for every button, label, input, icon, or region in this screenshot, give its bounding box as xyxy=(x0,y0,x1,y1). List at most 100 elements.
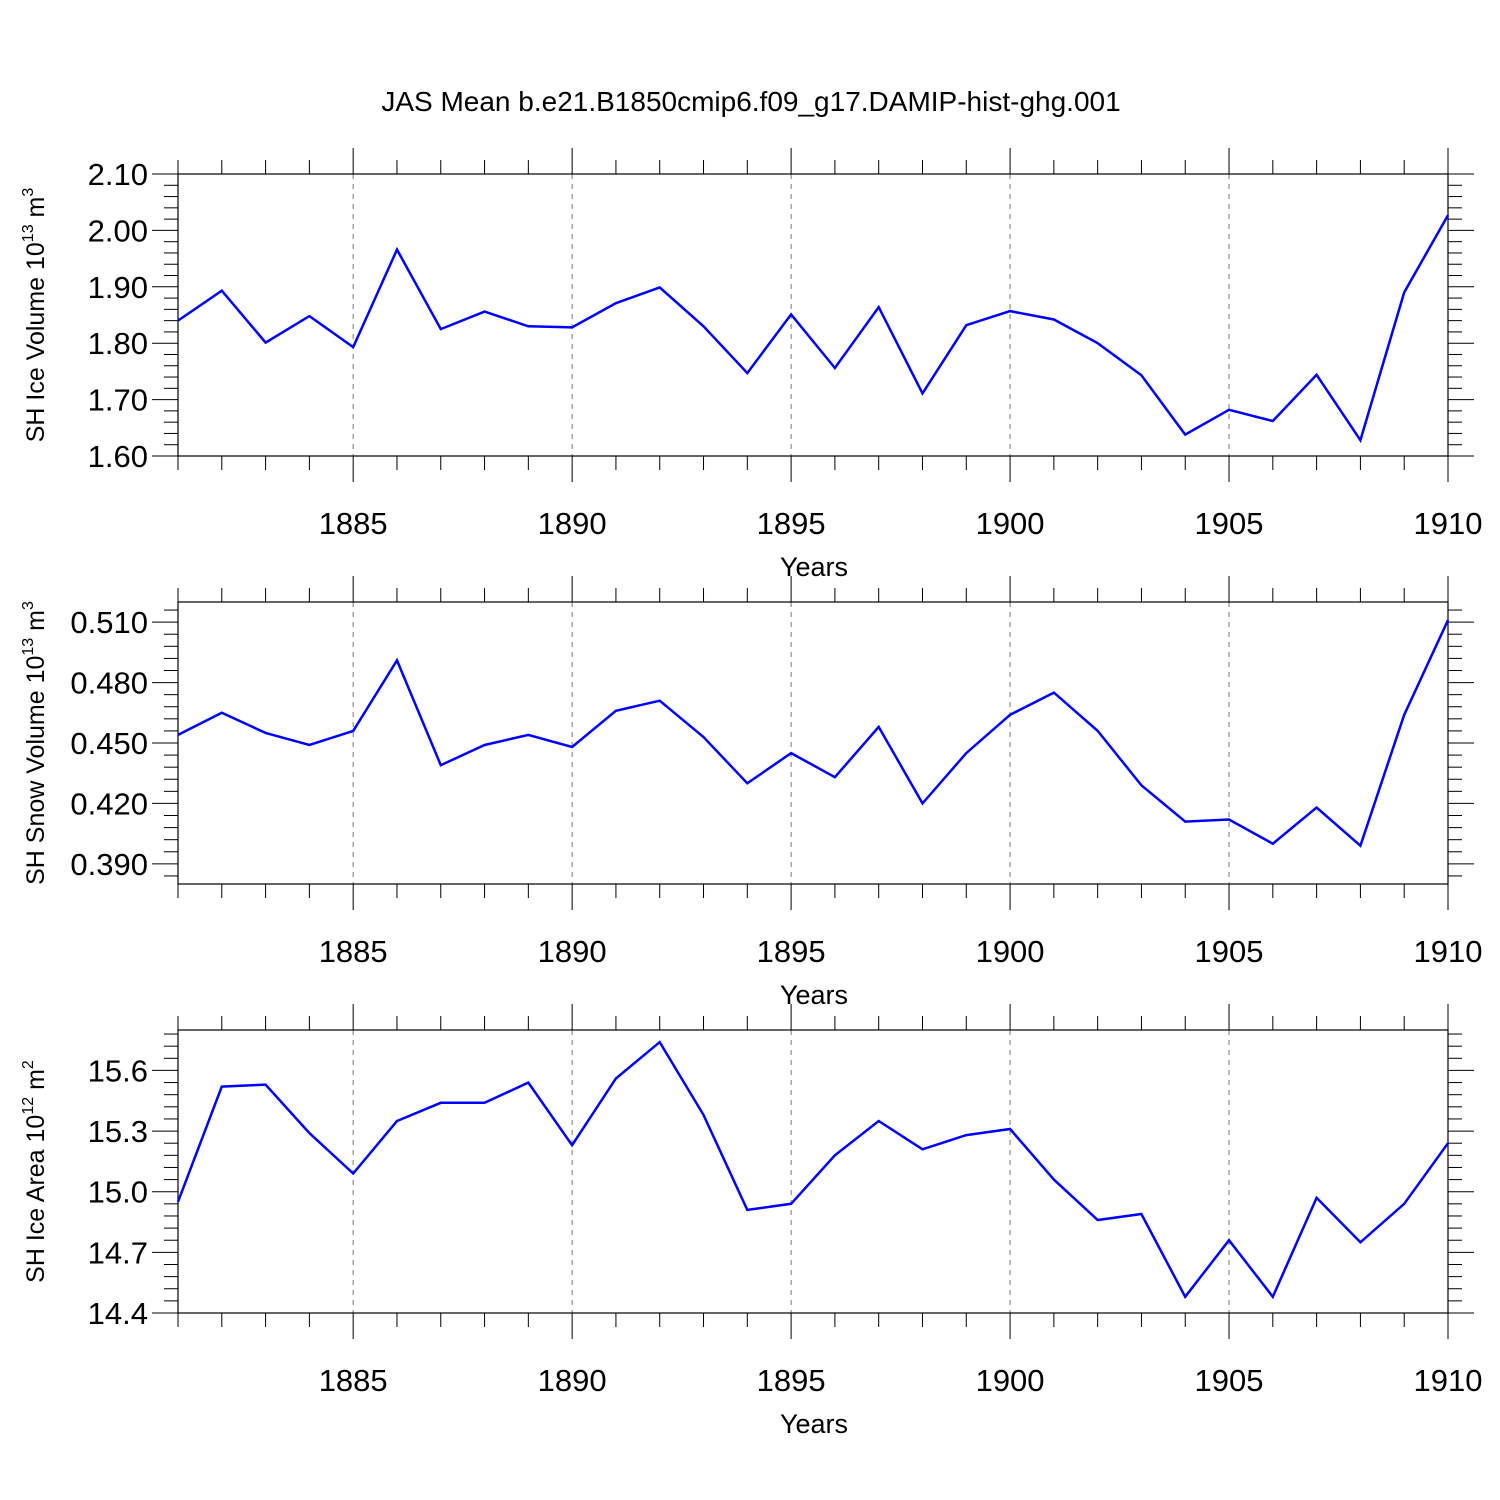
x-tick-label: 1890 xyxy=(538,506,607,541)
y-tick-label: 15.0 xyxy=(88,1175,148,1210)
y-tick-label: 14.4 xyxy=(88,1296,148,1331)
y-tick-label: 0.510 xyxy=(70,605,148,640)
data-point xyxy=(1008,309,1012,313)
data-point xyxy=(1358,844,1362,848)
data-point xyxy=(526,1081,530,1085)
data-point xyxy=(264,731,268,735)
x-tick-label: 1910 xyxy=(1414,1363,1483,1398)
y-tick-label: 14.7 xyxy=(88,1235,148,1270)
data-point xyxy=(920,801,924,805)
y-tick-label: 1.90 xyxy=(88,270,148,305)
series-line xyxy=(177,214,1450,444)
y-axis-label-unit-exponent: 2 xyxy=(20,1060,37,1069)
data-point xyxy=(570,325,574,329)
data-point xyxy=(1096,1218,1100,1222)
data-point xyxy=(176,319,180,323)
y-tick-label: 15.6 xyxy=(88,1053,148,1088)
figure-title: JAS Mean b.e21.B1850cmip6.f09_g17.DAMIP-… xyxy=(381,86,1120,117)
data-point xyxy=(833,775,837,779)
data-point xyxy=(526,733,530,737)
plot-frame xyxy=(177,1029,1449,1314)
data-point xyxy=(570,1143,574,1147)
data-point xyxy=(658,285,662,289)
data-point xyxy=(1139,783,1143,787)
data-point xyxy=(1052,1178,1056,1182)
data-point xyxy=(702,735,706,739)
x-tick-label: 1905 xyxy=(1195,934,1264,969)
x-tick-label: 1890 xyxy=(538,1363,607,1398)
data-point xyxy=(1358,438,1362,442)
data-point xyxy=(307,743,311,747)
x-axis-label: Years xyxy=(780,980,848,1010)
y-axis-label-text: SH Ice Volume 10 xyxy=(22,242,50,442)
data-point xyxy=(220,289,224,293)
x-tick-label: 1895 xyxy=(757,934,826,969)
data-point xyxy=(1227,1238,1231,1242)
chart-panel-3: 1885 1890 1895 1900 1905 1910 14.4 14.7 15.0 15.3… xyxy=(20,1004,1482,1439)
x-tick-label: 1890 xyxy=(538,934,607,969)
data-point xyxy=(614,301,618,305)
data-point xyxy=(395,248,399,252)
data-point xyxy=(1402,290,1406,294)
plot-frame xyxy=(177,173,1449,457)
data-point xyxy=(964,1133,968,1137)
y-axis-label-text: SH Snow Volume 10 xyxy=(22,656,50,885)
data-point xyxy=(220,1085,224,1089)
data-point xyxy=(1008,1127,1012,1131)
data-point xyxy=(351,345,355,349)
data-point xyxy=(745,371,749,375)
y-tick-label: 2.10 xyxy=(88,157,148,192)
y-tick-label: 2.00 xyxy=(88,213,148,248)
data-point xyxy=(745,781,749,785)
y-axis-label-unit: m xyxy=(22,1069,50,1097)
y-tick-label: 0.420 xyxy=(70,786,148,821)
plot-frame xyxy=(177,601,1449,885)
data-point xyxy=(1139,373,1143,377)
data-point xyxy=(439,763,443,767)
data-point xyxy=(877,1119,881,1123)
data-point xyxy=(877,725,881,729)
data-point xyxy=(1183,1295,1187,1299)
y-axis-label-text: SH Ice Area 10 xyxy=(22,1115,50,1283)
data-point xyxy=(483,743,487,747)
data-point xyxy=(439,1101,443,1105)
data-point xyxy=(614,709,618,713)
x-tick-label: 1905 xyxy=(1195,1363,1264,1398)
data-point xyxy=(789,1202,793,1206)
data-point xyxy=(1315,373,1319,377)
y-tick-label: 0.390 xyxy=(70,847,148,882)
data-point xyxy=(307,1131,311,1135)
y-tick-label: 1.70 xyxy=(88,383,148,418)
data-point xyxy=(833,1153,837,1157)
data-point xyxy=(614,1077,618,1081)
data-point xyxy=(877,305,881,309)
y-tick-label: 0.450 xyxy=(70,726,148,761)
data-point xyxy=(351,1172,355,1176)
data-point xyxy=(1402,713,1406,717)
data-point xyxy=(702,324,706,328)
y-tick-label: 15.3 xyxy=(88,1114,148,1149)
data-point xyxy=(789,751,793,755)
x-axis-label: Years xyxy=(780,1409,848,1439)
data-point xyxy=(1271,1295,1275,1299)
data-point xyxy=(702,1113,706,1117)
y-tick-label: 1.60 xyxy=(88,439,148,474)
data-point xyxy=(1008,713,1012,717)
data-point xyxy=(789,312,793,316)
data-point xyxy=(1315,1196,1319,1200)
data-point xyxy=(1096,341,1100,345)
y-axis-label: SH Ice Area 1012 m2 xyxy=(20,1060,50,1283)
x-tick-label: 1895 xyxy=(757,506,826,541)
x-tick-label: 1885 xyxy=(319,1363,388,1398)
y-axis-label-unit-exponent: 3 xyxy=(20,188,37,197)
data-point xyxy=(964,751,968,755)
x-tick-label: 1910 xyxy=(1414,506,1483,541)
data-point xyxy=(526,324,530,328)
y-axis-label-exponent: 12 xyxy=(20,1097,37,1115)
chart-panel-2: 1885 1890 1895 1900 1905 1910 0.390 0.420 0.450 0… xyxy=(20,576,1482,1010)
x-axis-label: Years xyxy=(780,552,848,582)
data-point xyxy=(964,323,968,327)
data-point xyxy=(176,733,180,737)
